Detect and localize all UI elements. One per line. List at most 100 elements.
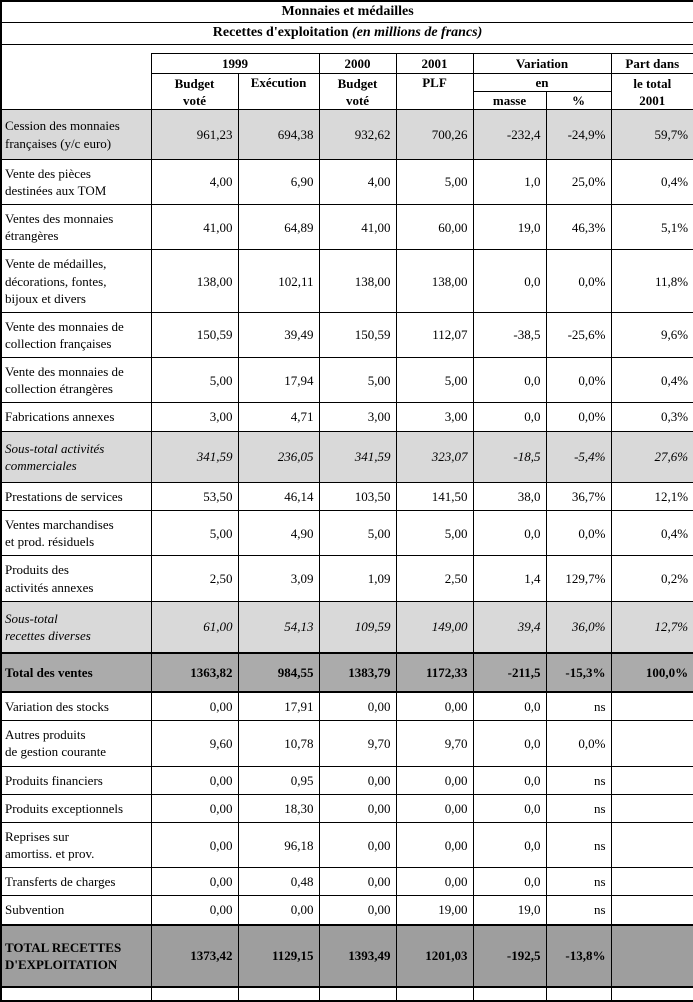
- cell-value: 932,62: [318, 109, 397, 160]
- cell-value: 0,00: [237, 895, 320, 926]
- table-title-row: Monnaies et médailles: [0, 0, 693, 24]
- header-plf: PLF: [395, 73, 474, 111]
- cell-value: 5,00: [150, 510, 239, 557]
- cell-value: 0,00: [150, 867, 239, 897]
- cell-value: -211,5: [472, 651, 547, 694]
- cell-value: 984,55: [237, 651, 320, 694]
- header-pct: %: [545, 91, 612, 111]
- table-subtitle: Recettes d'exploitation (en millions de …: [0, 22, 693, 45]
- cell-value: 1201,03: [395, 923, 474, 988]
- table-title: Monnaies et médailles: [0, 0, 693, 24]
- row-label: Produits des activités annexes: [0, 555, 152, 602]
- cell-value: -24,9%: [545, 109, 612, 160]
- cell-value: 12,7%: [610, 600, 693, 654]
- cell-value: 5,00: [318, 510, 397, 557]
- cell-value: 9,60: [150, 720, 239, 767]
- cell-value: 0,0%: [545, 249, 612, 313]
- header-row-sub2: masse %: [1, 91, 693, 111]
- cell-value: 53,50: [150, 481, 239, 512]
- cell-value: 0,00: [318, 793, 397, 823]
- row-label: Vente des monnaies de collection françai…: [0, 311, 152, 359]
- table-row: Variation des stocks 0,00 17,91 0,00 0,00 0,0…: [0, 691, 693, 722]
- cell-value: 0,00: [318, 895, 397, 926]
- cell-value: 3,00: [318, 402, 397, 432]
- cell-value: 4,00: [318, 158, 397, 206]
- table-row: Ventes marchandises et prod. résiduels 5,…: [0, 510, 693, 557]
- cell-value: 112,07: [395, 311, 474, 359]
- cell-value: -15,3%: [545, 651, 612, 694]
- cell-value: 0,0: [472, 402, 547, 432]
- cell-value: 0,0: [472, 720, 547, 767]
- header-1999: 1999: [150, 52, 320, 75]
- cell-value: 3,09: [237, 555, 320, 602]
- cell-value: 0,0: [472, 867, 547, 897]
- header-masse: masse: [472, 91, 547, 111]
- cell-value: 5,00: [395, 357, 474, 404]
- cell-value: [610, 867, 693, 897]
- cell-value: ns: [545, 895, 612, 926]
- table-row: Produits exceptionnels 0,00 18,30 0,00 0,00 0…: [0, 793, 693, 823]
- cell-value: 2,50: [150, 555, 239, 602]
- table-row: Vente de médailles, décorations, fontes,…: [0, 249, 693, 313]
- cell-value: 96,18: [237, 821, 320, 869]
- header-budget-vote-1999: Budget voté: [150, 73, 239, 111]
- cell-value: 0,00: [318, 691, 397, 722]
- cell-value: 0,00: [150, 793, 239, 823]
- cell-value: 0,00: [395, 821, 474, 869]
- cell-value: 0,0: [472, 510, 547, 557]
- header-variation: Variation: [472, 52, 612, 75]
- corner-cell: [1, 53, 152, 110]
- cell-value: 138,00: [318, 249, 397, 313]
- table-row: Produits financiers 0,00 0,95 0,00 0,00 0,0 ns: [0, 765, 693, 795]
- cell-value: -192,5: [472, 923, 547, 988]
- cell-value: 41,00: [150, 204, 239, 251]
- cell-value: 0,0%: [545, 510, 612, 557]
- cell-value: [610, 691, 693, 722]
- cell-value: 0,00: [318, 765, 397, 795]
- cell-value: 236,05: [237, 430, 320, 483]
- cell-value: 0,00: [150, 895, 239, 926]
- cell-value: 39,49: [237, 311, 320, 359]
- cell-value: 41,00: [318, 204, 397, 251]
- cell-value: 60,00: [395, 204, 474, 251]
- cell-value: 19,00: [395, 895, 474, 926]
- cell-value: 0,00: [150, 691, 239, 722]
- cell-value: 11,8%: [610, 249, 693, 313]
- row-label: Produits financiers: [0, 765, 152, 795]
- cell-value: [610, 923, 693, 988]
- cell-value: -13,8%: [545, 923, 612, 988]
- table-row: Vente des monnaies de collection étrangè…: [0, 357, 693, 404]
- cell-value: 1,0: [472, 158, 547, 206]
- cell-value: 9,70: [395, 720, 474, 767]
- cell-value: 0,0: [472, 249, 547, 313]
- cell-value: 138,00: [150, 249, 239, 313]
- row-label: Vente des pièces destinées aux TOM: [0, 158, 152, 206]
- header-en: en: [472, 73, 612, 93]
- row-label: Sous-total recettes diverses: [0, 600, 152, 654]
- table-row: Fabrications annexes 3,00 4,71 3,00 3,00 0,0 0…: [0, 402, 693, 432]
- header-part-line1: Part dans: [610, 52, 693, 75]
- table-row: Ventes des monnaies étrangères 41,00 64,89…: [0, 204, 693, 251]
- cell-value: -38,5: [472, 311, 547, 359]
- header-budget-vote-2000: Budget voté: [318, 73, 397, 111]
- cell-value: 25,0%: [545, 158, 612, 206]
- cell-value: 2,50: [395, 555, 474, 602]
- cell-value: 0,0%: [545, 357, 612, 404]
- cell-value: [610, 765, 693, 795]
- cell-value: 0,00: [395, 765, 474, 795]
- row-label: Produits exceptionnels: [0, 793, 152, 823]
- header-2000: 2000: [318, 52, 397, 75]
- table-row: Vente des pièces destinées aux TOM 4,00 6,…: [0, 158, 693, 206]
- cell-value: 0,3%: [610, 402, 693, 432]
- cell-value: [610, 821, 693, 869]
- table-row: TOTAL RECETTES D'EXPLOITATION 1373,42 1129…: [0, 923, 693, 988]
- cell-value: 0,0%: [545, 720, 612, 767]
- row-label: Vente de médailles, décorations, fontes,…: [0, 249, 152, 313]
- cell-value: 5,00: [150, 357, 239, 404]
- header-part-rest: le total 2001: [610, 73, 693, 111]
- cell-value: 46,3%: [545, 204, 612, 251]
- cell-value: 0,0: [472, 765, 547, 795]
- cell-value: 54,13: [237, 600, 320, 654]
- cell-value: 694,38: [237, 109, 320, 160]
- cell-value: 36,7%: [545, 481, 612, 512]
